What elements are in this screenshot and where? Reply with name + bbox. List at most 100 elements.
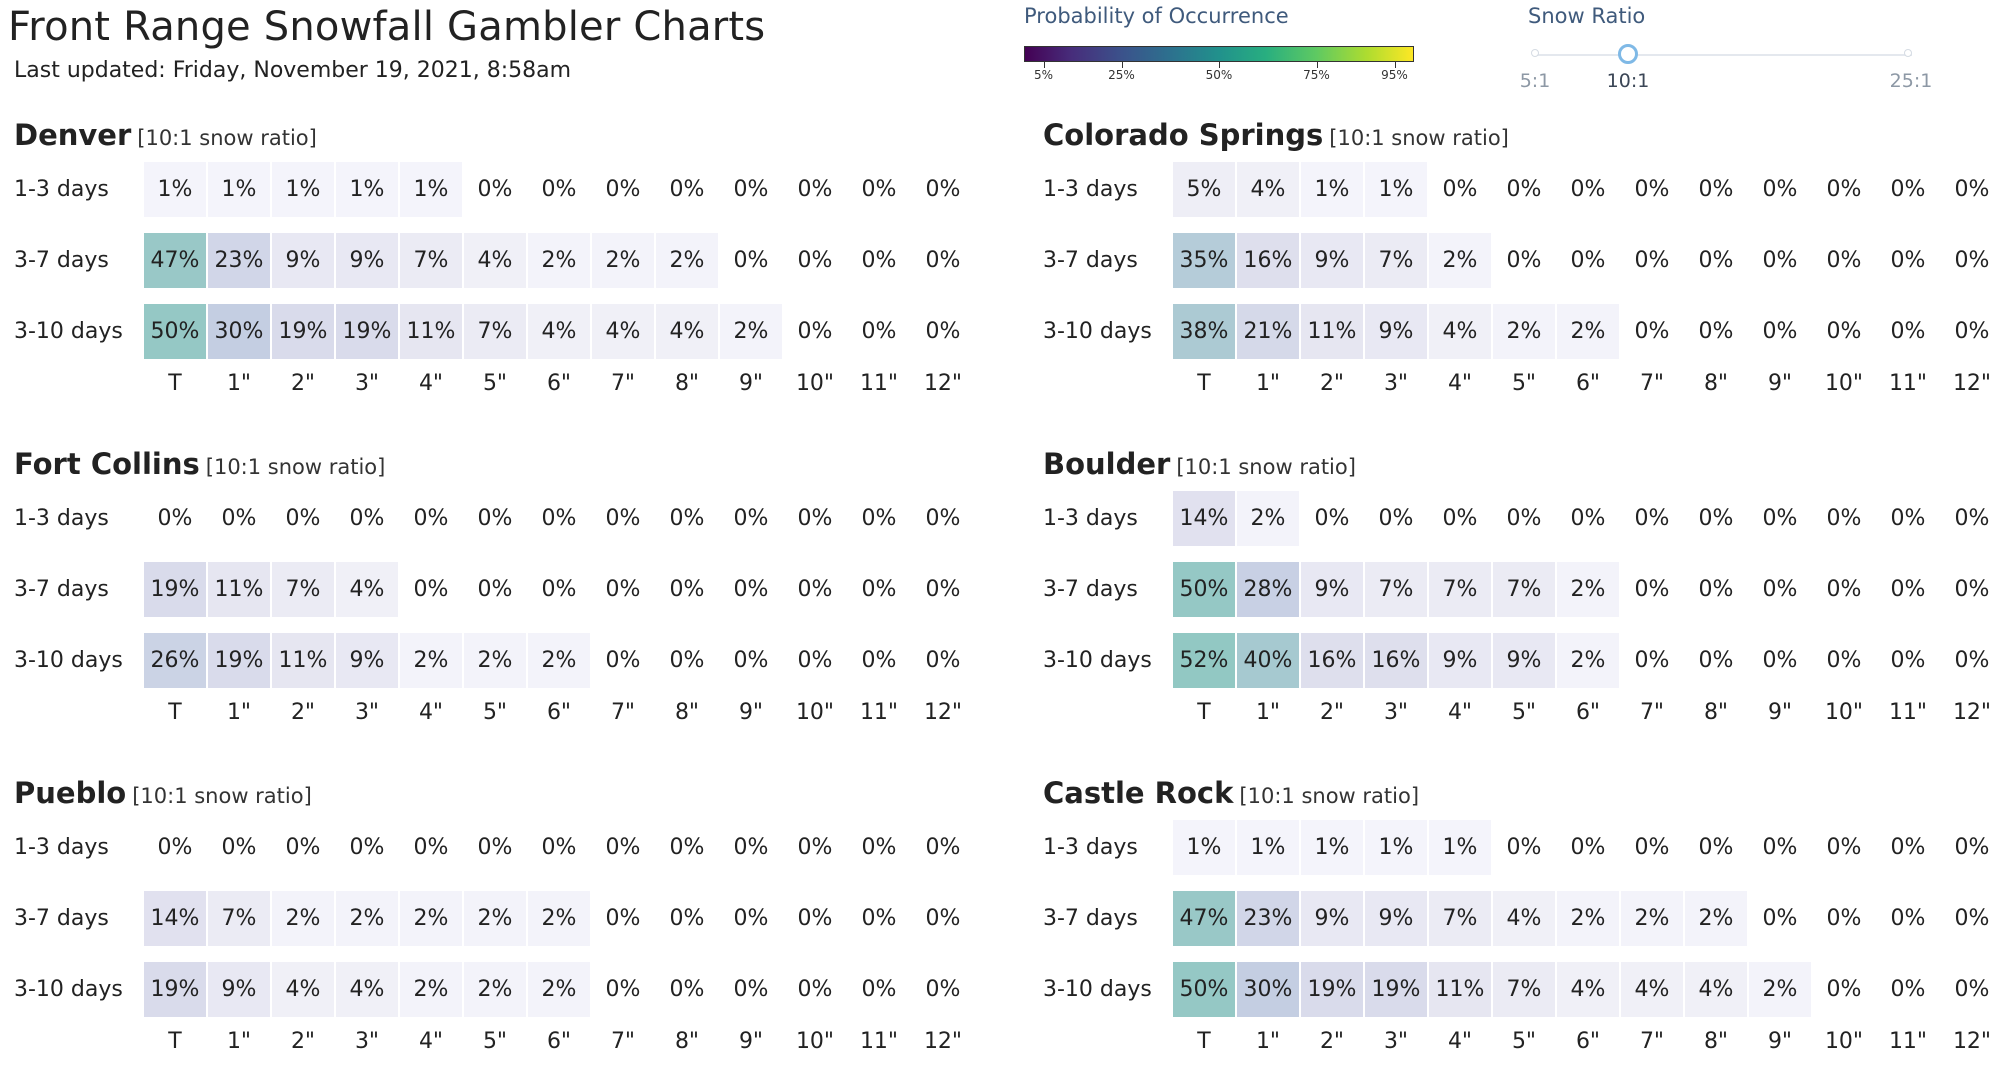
snow-amount-label: 7" (610, 371, 636, 396)
snow-ratio-stop-5[interactable] (1531, 49, 1539, 57)
row-label: 3-10 days (14, 977, 123, 1002)
probability-cell: 0% (1762, 177, 1798, 202)
probability-cell: 2% (1493, 304, 1555, 359)
probability-cell: 4% (1557, 962, 1619, 1017)
probability-cell: 0% (1954, 577, 1990, 602)
snow-amount-label: 4" (1447, 700, 1473, 725)
probability-cell: 0% (413, 506, 449, 531)
probability-cell: 1% (400, 162, 462, 217)
colorbar (1024, 46, 1414, 62)
probability-cell: 11% (1429, 962, 1491, 1017)
probability-cell: 0% (477, 506, 513, 531)
probability-cell: 9% (336, 233, 398, 288)
probability-cell: 0% (605, 906, 641, 931)
snow-amount-label: 11" (859, 1029, 899, 1054)
snow-ratio-label-25[interactable]: 25:1 (1889, 70, 1933, 92)
probability-cell: 4% (336, 962, 398, 1017)
row-label: 1-3 days (14, 506, 109, 531)
snow-amount-label: 10" (1824, 371, 1864, 396)
snow-amount-label: T (1197, 1029, 1211, 1054)
probability-cell: 0% (797, 906, 833, 931)
probability-cell: 0% (1570, 177, 1606, 202)
snow-amount-label: 7" (610, 700, 636, 725)
snow-amount-label: T (1197, 700, 1211, 725)
probability-cell: 19% (208, 633, 270, 688)
snow-amount-label: 9" (738, 371, 764, 396)
probability-cell: 14% (144, 891, 206, 946)
probability-cell: 38% (1173, 304, 1235, 359)
probability-cell: 0% (1762, 648, 1798, 673)
colorbar-tick-label: 95% (1381, 68, 1408, 82)
probability-cell: 0% (669, 835, 705, 860)
probability-cell: 0% (1698, 835, 1734, 860)
city-panel-colorado-springs: Colorado Springs [10:1 snow ratio] 1-3 day… (1043, 118, 2000, 418)
probability-cell: 0% (605, 648, 641, 673)
probability-cell: 4% (1621, 962, 1683, 1017)
snow-ratio-label-5[interactable]: 5:1 (1519, 70, 1551, 92)
probability-cell: 19% (336, 304, 398, 359)
snow-amount-label: 7" (1639, 700, 1665, 725)
probability-cell: 2% (528, 233, 590, 288)
snow-ratio-slider-handle[interactable] (1618, 44, 1638, 64)
probability-cell: 0% (285, 835, 321, 860)
snow-amount-label: 8" (674, 1029, 700, 1054)
probability-cell: 40% (1237, 633, 1299, 688)
probability-cell: 7% (1429, 562, 1491, 617)
snow-ratio-slider-track[interactable] (1535, 54, 1912, 56)
snow-amount-label: 8" (1703, 371, 1729, 396)
probability-cell: 14% (1173, 491, 1235, 546)
city-snow-ratio: [10:1 snow ratio] (137, 126, 317, 150)
city-snow-ratio: [10:1 snow ratio] (205, 455, 386, 479)
probability-cell: 0% (1634, 319, 1670, 344)
probability-cell: 0% (1762, 248, 1798, 273)
probability-cell: 1% (208, 162, 270, 217)
probability-cell: 0% (221, 835, 257, 860)
city-heading: Boulder [10:1 snow ratio] (1043, 447, 1356, 481)
snow-amount-label: 5" (1511, 371, 1537, 396)
colorbar-tick-label: 50% (1205, 68, 1233, 82)
probability-cell: 30% (208, 304, 270, 359)
colorbar-tick (1121, 62, 1123, 68)
probability-cell: 0% (797, 177, 833, 202)
probability-cell: 47% (1173, 891, 1235, 946)
probability-cell: 26% (144, 633, 206, 688)
probability-cell: 9% (272, 233, 334, 288)
snow-amount-label: 12" (923, 1029, 963, 1054)
probability-cell: 0% (733, 648, 769, 673)
snow-amount-label: 9" (738, 700, 764, 725)
row-label: 1-3 days (1043, 835, 1138, 860)
probability-cell: 0% (1634, 248, 1670, 273)
colorbar-tick (1043, 62, 1045, 68)
row-label: 3-7 days (14, 248, 109, 273)
snow-ratio-stop-25[interactable] (1904, 49, 1912, 57)
probability-cell: 9% (1365, 891, 1427, 946)
city-panel-fort-collins: Fort Collins [10:1 snow ratio] 1-3 days 0% 0… (14, 447, 974, 747)
probability-cell: 7% (208, 891, 270, 946)
probability-cell: 28% (1237, 562, 1299, 617)
snow-amount-label: 2" (290, 1029, 316, 1054)
probability-cell: 2% (400, 962, 462, 1017)
snow-ratio-label-10[interactable]: 10:1 (1606, 70, 1650, 92)
probability-cell: 9% (208, 962, 270, 1017)
probability-cell: 0% (925, 577, 961, 602)
probability-cell: 0% (733, 906, 769, 931)
city-snow-ratio: [10:1 snow ratio] (132, 784, 312, 808)
probability-cell: 0% (1826, 177, 1862, 202)
snow-amount-label: 6" (1575, 700, 1601, 725)
row-label: 1-3 days (1043, 506, 1138, 531)
probability-cell: 30% (1237, 962, 1299, 1017)
probability-cell: 50% (1173, 962, 1235, 1017)
probability-cell: 35% (1173, 233, 1235, 288)
probability-cell: 0% (797, 835, 833, 860)
probability-cell: 0% (1314, 506, 1350, 531)
probability-cell: 0% (733, 506, 769, 531)
probability-cell: 0% (1826, 977, 1862, 1002)
probability-cell: 4% (1685, 962, 1747, 1017)
probability-cell: 2% (1557, 562, 1619, 617)
snow-amount-label: 5" (1511, 700, 1537, 725)
probability-cell: 1% (1429, 820, 1491, 875)
snow-amount-label: 11" (859, 371, 899, 396)
probability-cell: 0% (605, 835, 641, 860)
probability-cell: 0% (477, 835, 513, 860)
snow-amount-label: 11" (859, 700, 899, 725)
